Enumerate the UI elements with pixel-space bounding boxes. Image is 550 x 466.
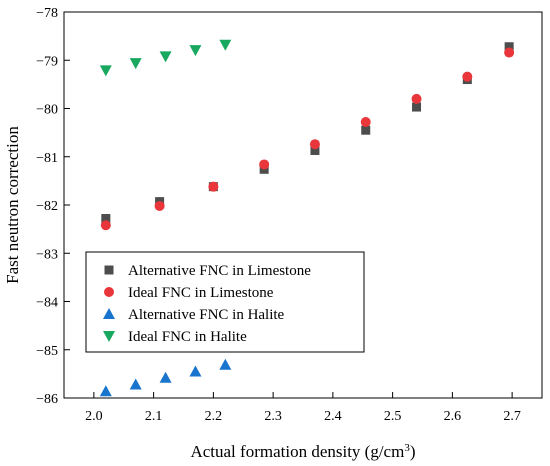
y-tick-label: −85 — [36, 344, 58, 359]
data-point — [189, 365, 202, 377]
x-axis: 2.0 2.1 2.2 2.3 2.4 2.5 2.6 2.7 — [85, 392, 521, 424]
data-point — [99, 65, 112, 77]
x-tick-label: 2.4 — [324, 409, 342, 424]
y-tick-label: −78 — [36, 6, 58, 21]
legend-marker — [104, 265, 114, 275]
data-point — [100, 220, 111, 231]
data-point — [504, 47, 515, 58]
legend-label: Alternative FNC in Halite — [128, 307, 285, 323]
data-point — [129, 58, 142, 70]
data-point — [412, 102, 422, 112]
series-2 — [100, 47, 515, 231]
y-tick-label: −84 — [36, 296, 58, 311]
data-point — [310, 145, 320, 155]
data-point — [219, 39, 232, 51]
y-tick-label: −83 — [36, 247, 58, 262]
y-axis: −78 −79 −80 −81 −82 −83 −84 −85 −86 — [36, 6, 70, 407]
data-point — [360, 117, 371, 128]
data-point — [154, 200, 165, 211]
data-point — [361, 125, 371, 135]
legend-label: Alternative FNC in Limestone — [128, 263, 311, 279]
x-tick-label: 2.6 — [444, 409, 462, 424]
data-point — [411, 93, 422, 104]
data-point — [159, 51, 172, 63]
x-tick-label: 2.0 — [85, 409, 103, 424]
data-point — [219, 358, 232, 370]
y-tick-label: −79 — [36, 54, 58, 69]
series-3 — [99, 358, 232, 397]
legend-label: Ideal FNC in Halite — [128, 329, 247, 345]
data-point — [504, 42, 514, 52]
legend-marker — [103, 331, 115, 342]
y-tick-label: −81 — [36, 151, 58, 166]
data-point — [462, 71, 473, 82]
data-point — [259, 159, 270, 170]
x-tick-label: 2.7 — [503, 409, 521, 424]
data-point — [99, 385, 112, 397]
legend: Alternative FNC in Limestone Ideal FNC in… — [85, 251, 365, 353]
x-tick-label: 2.5 — [384, 409, 402, 424]
y-axis-title: Fast neutron correction — [3, 126, 22, 284]
x-tick-label: 2.2 — [205, 409, 223, 424]
y-tick-label: −80 — [36, 103, 58, 118]
data-point — [129, 378, 142, 390]
data-point — [208, 181, 219, 192]
data-point — [101, 214, 111, 224]
legend-box — [85, 251, 365, 353]
x-tick-label: 2.1 — [145, 409, 163, 424]
data-point — [189, 45, 202, 57]
x-axis-title: Actual formation density (g/cm3) — [190, 442, 415, 461]
legend-label: Ideal FNC in Limestone — [128, 285, 274, 301]
legend-marker — [103, 308, 115, 319]
data-point — [309, 139, 320, 150]
data-point — [159, 371, 172, 383]
y-tick-label: −82 — [36, 199, 58, 214]
x-axis-title-superscript: 3 — [404, 442, 410, 454]
x-tick-label: 2.3 — [264, 409, 282, 424]
series-4 — [99, 39, 232, 77]
series-layer — [99, 39, 515, 397]
y-tick-label: −86 — [36, 392, 58, 407]
legend-marker — [104, 287, 114, 297]
